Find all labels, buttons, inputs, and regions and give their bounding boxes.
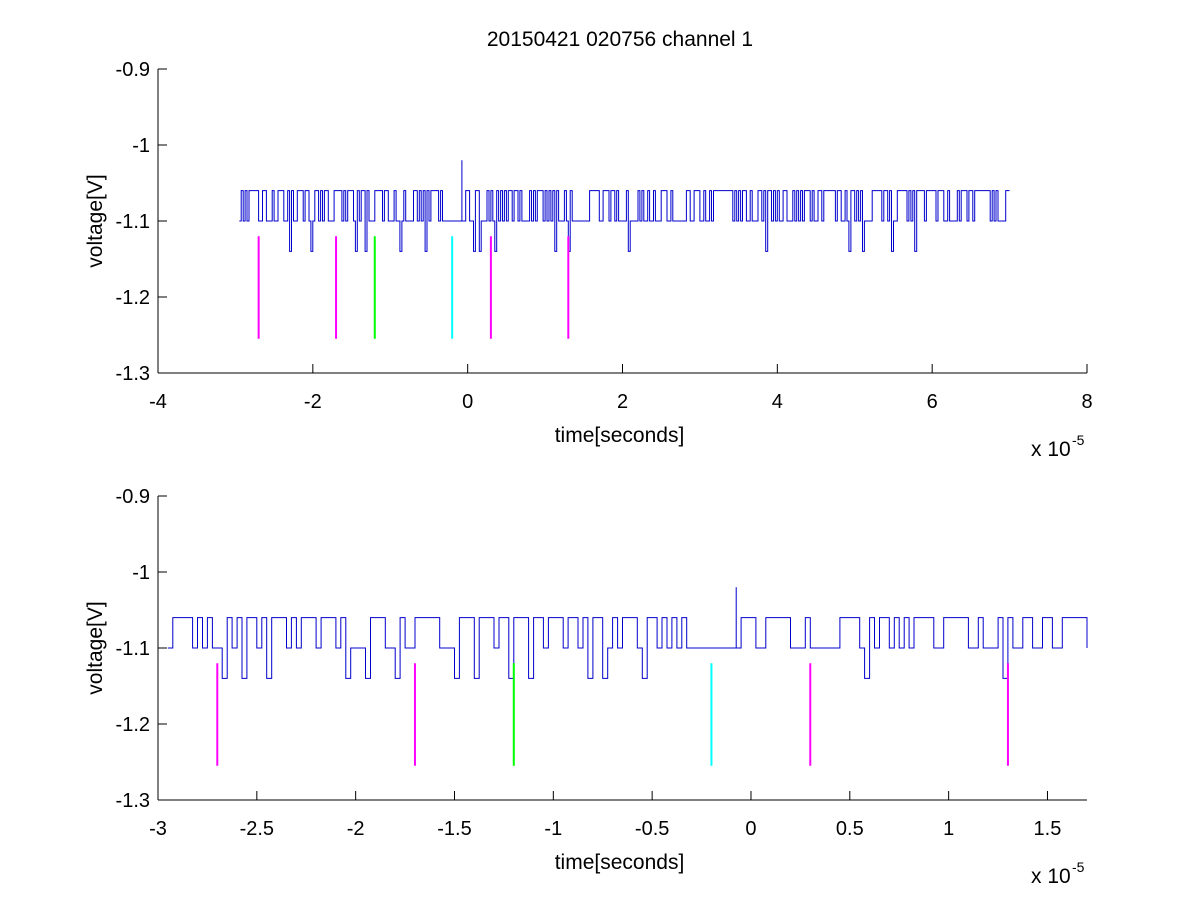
- x-tick-label: 6: [927, 391, 938, 413]
- x-tick-label: 0: [462, 391, 473, 413]
- x-axis-label: time[seconds]: [555, 424, 685, 447]
- top-plot: -0.9 -1 -1.1 -1.2 -1.3 -4 -2 0 2 4 6 8 time[seconds]…: [84, 59, 1093, 461]
- x-tick-label: -1: [544, 818, 562, 840]
- x-tick-label: -3: [149, 818, 167, 840]
- x-tick-label: 0: [745, 818, 756, 840]
- x-multiplier-base: x 10: [1031, 865, 1071, 888]
- y-tick-label: -0.9: [116, 59, 150, 81]
- x-tick-label: -0.5: [635, 818, 669, 840]
- y-axis-label: voltage[V]: [84, 174, 107, 267]
- bottom-plot: -0.9 -1 -1.1 -1.2 -1.3 -3 -2.5 -2 -1.5 -1 -0.5 0 0.5…: [84, 486, 1088, 888]
- x-tick-label: -2.5: [240, 818, 274, 840]
- x-tick-label: -1.5: [437, 818, 471, 840]
- y-tick-label: -1.2: [116, 714, 150, 736]
- x-tick-label: -4: [149, 391, 167, 413]
- y-tick-label: -1.3: [116, 363, 150, 385]
- x-multiplier-exponent: -5: [1072, 859, 1085, 875]
- x-tick-label: 1.5: [1034, 818, 1062, 840]
- x-tick-label: 8: [1081, 391, 1092, 413]
- signal-trace: [167, 587, 1088, 679]
- figure-title: 20150421 020756 channel 1: [487, 28, 753, 51]
- x-tick-label: -2: [304, 391, 322, 413]
- x-multiplier-base: x 10: [1031, 438, 1071, 461]
- y-tick-label: -1.1: [116, 638, 150, 660]
- y-tick-label: -1: [132, 562, 150, 584]
- y-tick-label: -1.3: [116, 790, 150, 812]
- x-axis-label: time[seconds]: [555, 851, 685, 874]
- x-tick-label: 0.5: [836, 818, 864, 840]
- y-tick-label: -1: [132, 135, 150, 157]
- x-multiplier-exponent: -5: [1072, 432, 1085, 448]
- y-tick-label: -1.1: [116, 211, 150, 233]
- x-tick-label: 4: [772, 391, 783, 413]
- x-tick-label: 1: [943, 818, 954, 840]
- signal-trace: [239, 160, 1010, 252]
- y-tick-label: -1.2: [116, 287, 150, 309]
- x-tick-label: -2: [347, 818, 365, 840]
- x-tick-label: 2: [617, 391, 628, 413]
- y-axis-label: voltage[V]: [84, 601, 107, 694]
- y-tick-label: -0.9: [116, 486, 150, 508]
